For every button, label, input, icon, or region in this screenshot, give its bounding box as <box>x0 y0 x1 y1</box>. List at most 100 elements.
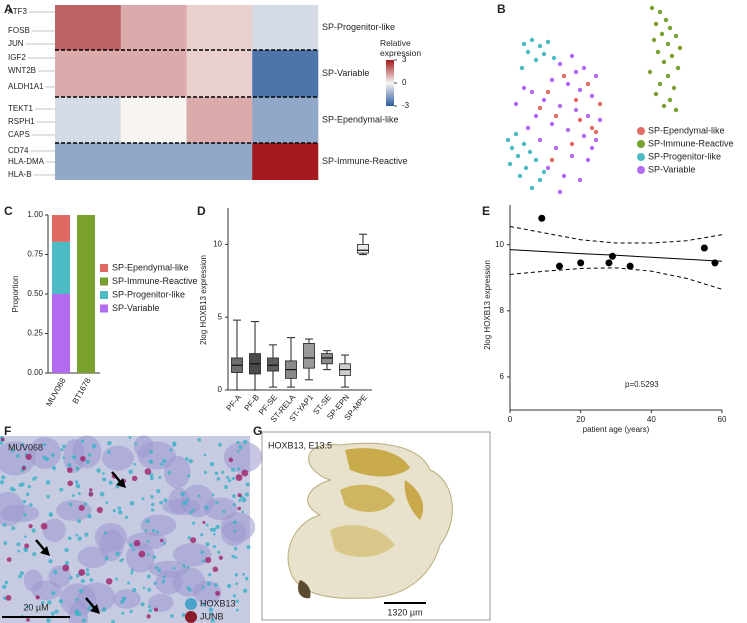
x-tick-label: MUV068 <box>44 376 68 408</box>
hoxb13-dot <box>148 459 154 464</box>
legend-swatch <box>637 140 645 148</box>
legend-label: SP-Progenitor-like <box>648 151 721 161</box>
hoxb13-dot <box>62 456 66 460</box>
junb-dot <box>67 480 74 487</box>
hoxb13-dot <box>245 482 250 487</box>
cell-point <box>533 157 539 163</box>
hoxb13-dot <box>102 477 107 482</box>
hoxb13-dot <box>1 475 6 480</box>
hoxb13-dot <box>104 556 109 561</box>
x-axis-label: patient age (years) <box>583 425 650 434</box>
hoxb13-dot <box>206 581 211 586</box>
hoxb13-dot <box>216 477 221 481</box>
hoxb13-dot <box>0 480 5 485</box>
heatmap-cell <box>252 5 319 50</box>
junb-dot <box>105 578 113 585</box>
hoxb13-dot <box>87 607 91 611</box>
hoxb13-dot <box>79 589 84 594</box>
junb-dot <box>144 468 152 475</box>
hoxb13-dot <box>2 584 7 589</box>
box <box>357 243 369 254</box>
box <box>303 343 315 369</box>
hoxb13-dot <box>209 612 213 616</box>
hoxb13-dot <box>158 475 162 479</box>
heatmap-cell <box>186 50 253 97</box>
hoxb13-dot <box>115 577 119 581</box>
hoxb13-dot <box>140 602 145 607</box>
cell-point <box>549 157 555 163</box>
cell-point <box>537 43 543 49</box>
hoxb13-dot <box>187 536 192 540</box>
hoxb13-dot <box>152 555 156 559</box>
hoxb13-dot <box>186 498 190 501</box>
fit-line <box>509 249 723 262</box>
hoxb13-dot <box>180 491 185 497</box>
cell-point <box>533 57 539 63</box>
point <box>605 259 613 267</box>
x-tick-label: BT1678 <box>71 376 93 405</box>
cell-point <box>519 65 525 71</box>
hoxb13-dot <box>46 618 51 623</box>
point <box>608 252 616 260</box>
cell-point <box>597 101 603 107</box>
cell-point <box>597 117 603 123</box>
hoxb13-dot <box>156 530 160 534</box>
y-tick-label: 1.00 <box>27 210 43 219</box>
hoxb13-dot <box>11 526 16 531</box>
hoxb13-dot <box>203 470 208 475</box>
hoxb13-dot <box>102 472 105 475</box>
hoxb13-dot <box>144 529 148 533</box>
hoxb13-dot <box>44 456 49 462</box>
hoxb13-dot <box>147 604 151 608</box>
colorbar-tick-label: 3 <box>402 55 407 64</box>
point <box>711 259 719 267</box>
hoxb13-dot <box>202 603 206 607</box>
hoxb13-dot <box>237 467 241 471</box>
legend-label: SP-Variable <box>648 164 695 174</box>
hoxb13-dot <box>232 594 236 598</box>
hoxb13-dot <box>83 502 88 506</box>
hoxb13-dot <box>77 519 81 523</box>
hoxb13-dot <box>227 583 232 589</box>
hoxb13-dot <box>112 509 116 513</box>
heatmap-cell <box>252 97 319 143</box>
hoxb13-dot <box>201 559 205 563</box>
hoxb13-dot <box>48 559 53 564</box>
cluster-label: SP-Immune-Reactive <box>322 156 408 166</box>
hoxb13-dot <box>184 457 189 461</box>
legend-swatch <box>637 153 645 161</box>
cell-point <box>505 137 511 143</box>
hoxb13-dot <box>150 502 155 507</box>
legend-swatch <box>637 127 645 135</box>
cell-nucleus <box>155 570 183 595</box>
hoxb13-dot <box>132 588 137 593</box>
y-tick-label: 10 <box>213 240 222 249</box>
hoxb13-dot <box>192 521 196 525</box>
hoxb13-dot <box>118 510 123 515</box>
gene-label: ALDH1A1 <box>8 82 44 91</box>
cell-point <box>585 157 591 163</box>
hoxb13-dot <box>111 619 115 623</box>
cell-nucleus <box>102 445 135 471</box>
cell-nucleus <box>168 487 190 514</box>
cell-point <box>655 49 661 55</box>
hoxb13-dot <box>208 607 214 612</box>
cell-point <box>565 81 571 87</box>
hoxb13-dot <box>120 600 125 604</box>
hoxb13-dot <box>162 458 167 463</box>
ci-lower <box>509 267 723 290</box>
hoxb13-dot <box>69 576 73 580</box>
cell-nucleus <box>193 580 222 604</box>
cell-point <box>651 37 657 43</box>
cell-point <box>665 41 671 47</box>
cell-point <box>549 121 555 127</box>
hoxb13-dot <box>18 574 22 579</box>
cell-point <box>671 85 677 91</box>
hoxb13-dot <box>163 498 168 503</box>
gene-label: RSPH1 <box>8 117 35 126</box>
cell-nucleus <box>140 514 177 537</box>
panel-letter: D <box>197 204 206 218</box>
hoxb13-dot <box>54 609 59 614</box>
panel-letter: C <box>4 204 13 218</box>
cell-point <box>593 129 599 135</box>
